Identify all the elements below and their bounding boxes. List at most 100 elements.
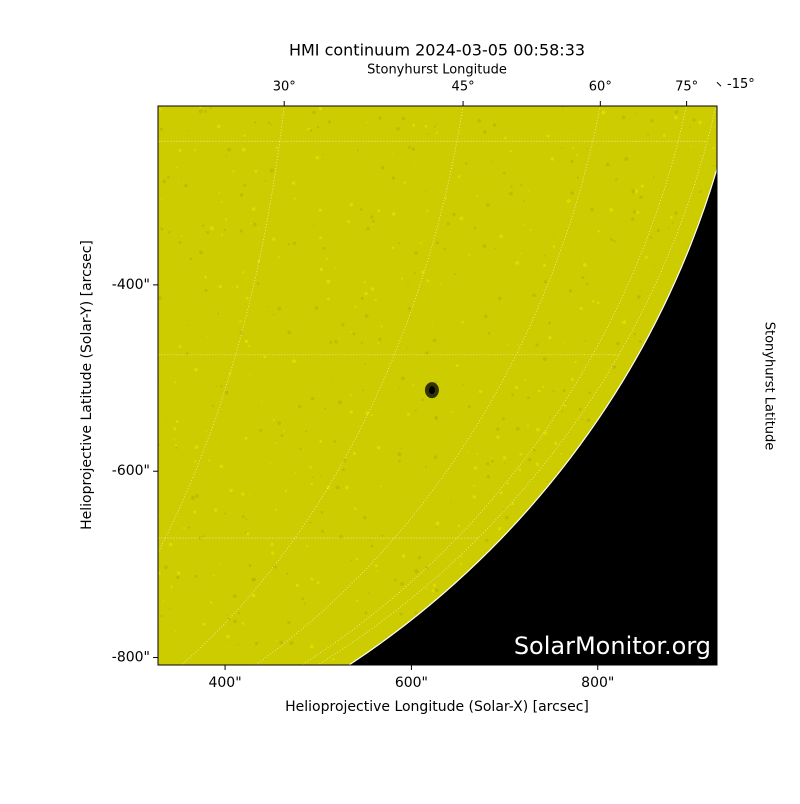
texture [552,244,556,248]
texture [622,320,627,324]
texture [552,233,555,236]
texture [162,600,165,602]
texture [575,154,578,157]
texture [435,526,438,529]
texture [401,116,406,121]
texture [160,198,163,201]
texture [272,419,276,422]
texture [202,535,205,538]
texture [426,133,429,136]
texture [459,216,464,221]
texture [515,385,519,390]
texture [193,510,197,514]
texture [248,344,251,348]
texture [499,491,503,495]
texture [364,611,368,615]
texture [270,123,272,125]
texture [227,147,232,152]
texture [549,416,551,418]
texture [511,502,515,506]
texture [636,210,640,214]
texture [159,108,162,111]
texture [431,321,433,324]
texture [497,526,502,531]
texture [203,109,207,113]
texture [239,229,243,233]
texture [450,501,452,503]
texture [248,373,251,376]
texture [612,365,616,369]
texture [334,340,338,344]
top-tick-label: 75° [675,80,698,95]
texture [374,298,377,302]
texture [377,209,381,213]
texture [413,272,416,275]
texture [582,259,585,261]
texture [446,222,450,226]
texture [673,115,678,120]
texture [269,462,271,465]
texture [713,126,715,128]
texture [407,145,411,149]
texture [472,495,477,499]
texture [360,341,363,345]
texture [529,228,532,231]
texture [254,169,258,173]
texture [173,427,177,431]
texture [674,211,678,215]
texture [671,221,674,224]
texture [542,357,547,362]
texture [596,301,600,305]
texture [689,126,691,129]
texture [350,331,352,333]
texture [633,332,636,336]
top-axis-label: Stonyhurst Longitude [367,63,507,78]
texture [473,466,478,470]
texture [483,314,488,319]
texture [412,123,416,127]
texture [639,195,643,199]
texture [518,468,522,472]
texture [370,413,373,416]
texture [168,231,171,234]
texture [636,295,641,299]
texture [554,441,558,446]
texture [315,155,320,160]
texture [527,396,530,400]
texture [560,146,563,149]
texture [482,244,487,249]
texture [520,252,522,255]
texture [435,131,439,134]
texture [233,619,237,624]
top-tick-label: 60° [589,80,612,95]
y-axis-label: Helioprojective Latitude (Solar-Y) [arcs… [79,240,95,530]
texture [391,211,396,216]
texture [616,341,620,346]
texture [584,339,587,342]
texture [241,515,245,519]
texture [237,611,240,615]
texture [473,226,477,230]
texture [576,176,579,179]
watermark: SolarMonitor.org [514,632,711,660]
texture [309,466,312,469]
texture [289,641,294,645]
texture [615,178,618,181]
texture [426,209,429,212]
texture [621,321,624,324]
texture [281,114,283,116]
texture [528,458,532,462]
texture [271,519,273,521]
texture [352,332,356,336]
texture [417,556,422,560]
texture [421,270,425,275]
texture [570,377,574,382]
texture [364,291,368,296]
texture [462,384,464,386]
texture [223,378,225,381]
texture [332,657,335,661]
texture [378,337,382,342]
texture [371,219,375,223]
texture [485,539,489,543]
texture [342,468,345,472]
